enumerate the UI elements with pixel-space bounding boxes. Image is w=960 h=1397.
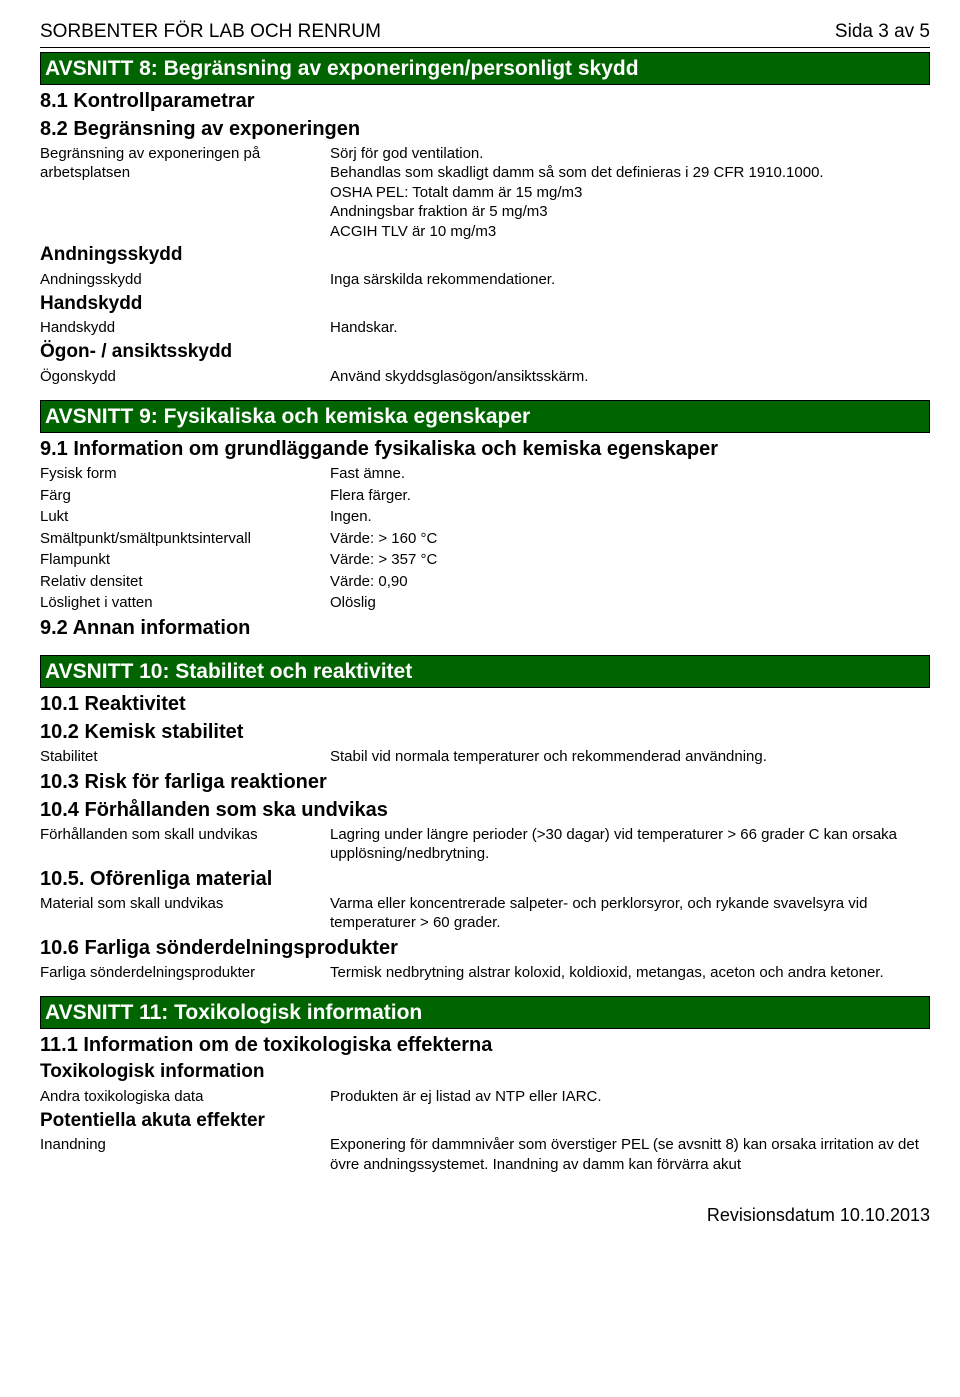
inhalation-value: Exponering för dammnivåer som överstiger… [330,1135,930,1174]
tox-value: Produkten är ej listad av NTP eller IARC… [330,1087,930,1107]
tox-key: Andra toxikologiska data [40,1087,330,1107]
heading-10-5: 10.5. Oförenliga material [40,866,930,892]
property-row: Fysisk formFast ämne. [40,464,930,484]
page-header: SORBENTER FÖR LAB OCH RENRUM Sida 3 av 5 [40,20,930,48]
respiratory-row: Andningsskydd Inga särskilda rekommendat… [40,270,930,290]
materials-key: Material som skall undvikas [40,894,330,933]
property-value: Värde: > 357 °C [330,550,930,570]
revision-date: Revisionsdatum 10.10.2013 [40,1204,930,1227]
conditions-value: Lagring under längre perioder (>30 dagar… [330,825,930,864]
eye-heading: Ögon- / ansiktsskydd [40,340,930,365]
property-key: Smältpunkt/smältpunktsintervall [40,529,330,549]
property-value: Ingen. [330,507,930,527]
respiratory-value: Inga särskilda rekommendationer. [330,270,930,290]
property-value: Fast ämne. [330,464,930,484]
heading-10-6: 10.6 Farliga sönderdelningsprodukter [40,935,930,961]
property-value: Värde: > 160 °C [330,529,930,549]
inhalation-row: Inandning Exponering för dammnivåer som … [40,1135,930,1174]
respiratory-heading: Andningsskydd [40,243,930,268]
property-value: Värde: 0,90 [330,572,930,592]
document-title: SORBENTER FÖR LAB OCH RENRUM [40,20,381,45]
heading-9-2: 9.2 Annan information [40,615,930,641]
decomp-key: Farliga sönderdelningsprodukter [40,963,330,983]
property-row: Smältpunkt/smältpunktsintervallVärde: > … [40,529,930,549]
heading-8-1: 8.1 Kontrollparametrar [40,88,930,114]
hand-row: Handskydd Handskar. [40,318,930,338]
tox-heading: Toxikologisk information [40,1060,930,1085]
property-key: Lukt [40,507,330,527]
page-number: Sida 3 av 5 [835,20,930,45]
inhalation-key: Inandning [40,1135,330,1174]
section-9-banner: AVSNITT 9: Fysikaliska och kemiska egens… [40,400,930,433]
property-key: Färg [40,486,330,506]
heading-9-1: 9.1 Information om grundläggande fysikal… [40,436,930,462]
heading-10-1: 10.1 Reaktivitet [40,691,930,717]
materials-row: Material som skall undvikas Varma eller … [40,894,930,933]
property-row: FärgFlera färger. [40,486,930,506]
conditions-row: Förhållanden som skall undvikas Lagring … [40,825,930,864]
conditions-key: Förhållanden som skall undvikas [40,825,330,864]
property-value: Olöslig [330,593,930,613]
stability-value: Stabil vid normala temperaturer och reko… [330,747,930,767]
exposure-row: Begränsning av exponeringen på arbetspla… [40,144,930,242]
heading-10-4: 10.4 Förhållanden som ska undvikas [40,797,930,823]
exposure-value: Sörj för god ventilation. Behandlas som … [330,144,930,242]
property-value: Flera färger. [330,486,930,506]
eye-value: Använd skyddsglasögon/ansiktsskärm. [330,367,930,387]
exposure-key: Begränsning av exponeringen på arbetspla… [40,144,330,242]
respiratory-key: Andningsskydd [40,270,330,290]
decomp-row: Farliga sönderdelningsprodukter Termisk … [40,963,930,983]
property-row: FlampunktVärde: > 357 °C [40,550,930,570]
heading-11-1: 11.1 Information om de toxikologiska eff… [40,1032,930,1058]
property-key: Relativ densitet [40,572,330,592]
heading-8-2: 8.2 Begränsning av exponeringen [40,116,930,142]
eye-key: Ögonskydd [40,367,330,387]
acute-heading: Potentiella akuta effekter [40,1109,930,1134]
property-key: Flampunkt [40,550,330,570]
heading-10-3: 10.3 Risk för farliga reaktioner [40,769,930,795]
section-10-banner: AVSNITT 10: Stabilitet och reaktivitet [40,655,930,688]
stability-key: Stabilitet [40,747,330,767]
property-key: Fysisk form [40,464,330,484]
hand-key: Handskydd [40,318,330,338]
decomp-value: Termisk nedbrytning alstrar koloxid, kol… [330,963,930,983]
section-9-property-list: Fysisk formFast ämne.FärgFlera färger.Lu… [40,464,930,613]
stability-row: Stabilitet Stabil vid normala temperatur… [40,747,930,767]
property-row: Relativ densitetVärde: 0,90 [40,572,930,592]
section-11-banner: AVSNITT 11: Toxikologisk information [40,996,930,1029]
property-key: Löslighet i vatten [40,593,330,613]
section-8-banner: AVSNITT 8: Begränsning av exponeringen/p… [40,52,930,85]
heading-10-2: 10.2 Kemisk stabilitet [40,719,930,745]
materials-value: Varma eller koncentrerade salpeter- och … [330,894,930,933]
property-row: Löslighet i vattenOlöslig [40,593,930,613]
eye-row: Ögonskydd Använd skyddsglasögon/ansiktss… [40,367,930,387]
hand-heading: Handskydd [40,292,930,317]
property-row: LuktIngen. [40,507,930,527]
tox-row: Andra toxikologiska data Produkten är ej… [40,1087,930,1107]
hand-value: Handskar. [330,318,930,338]
